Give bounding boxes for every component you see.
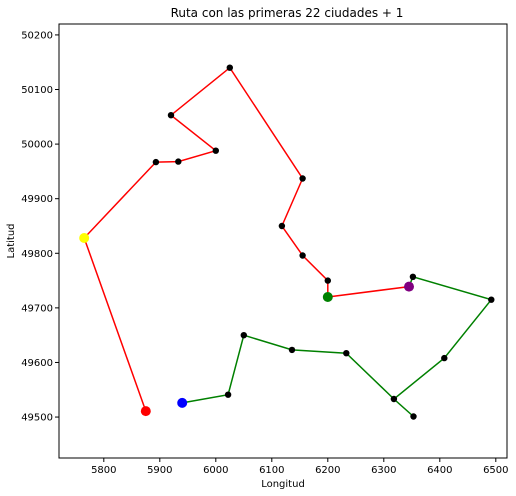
city-point-2 [324,277,331,284]
x-tick-label: 6400 [427,465,452,476]
x-tick-label: 5800 [91,465,116,476]
x-tick-label: 6100 [259,465,284,476]
highlight-point-5 [404,281,414,292]
city-point-19 [409,273,417,280]
axis-ticks: 5800 5900 6000 6100 6200 6300 6400 6500 49500 496… [21,30,508,476]
route-line-1 [83,66,410,412]
city-point-11 [224,391,232,398]
x-tick-label: 6200 [315,465,340,476]
city-point-4 [278,222,286,230]
y-tick-label: 49900 [21,194,53,205]
axes-frame [58,23,508,459]
plot-area [79,64,495,420]
x-tick-label: 6000 [203,465,228,476]
city-point-17 [441,354,448,362]
chart-title: Ruta con las primeras 22 ciudades + 1 [171,6,404,20]
city-point-13 [288,346,296,354]
route-line-2 [182,275,493,418]
city-point-8 [212,147,219,154]
y-tick-label: 49700 [21,303,53,314]
city-point-14 [343,350,350,357]
y-tick-label: 50200 [21,30,53,41]
city-point-18 [488,296,495,303]
y-tick-label: 49600 [21,358,53,369]
highlight-point-2 [140,406,151,417]
city-point-16 [410,413,417,420]
highlight-point-1 [79,233,90,243]
x-tick-label: 5900 [147,465,172,476]
y-tick-label: 49800 [21,249,53,260]
city-point-6 [226,64,233,71]
city-point-7 [167,112,175,119]
highlight-point-3 [177,397,188,408]
city-point-3 [299,252,306,259]
city-point-9 [175,158,182,165]
city-point-10 [152,158,160,166]
x-tick-label: 6300 [371,465,396,476]
y-tick-label: 50000 [21,140,53,151]
city-point-15 [390,395,398,403]
y-tick-label: 49500 [21,413,53,424]
highlight-point-4 [322,292,333,302]
y-tick-label: 50100 [21,85,53,96]
city-point-12 [240,332,247,339]
x-tick-label: 6500 [483,465,508,476]
city-point-5 [299,175,306,182]
y-axis-label: Latitud [6,223,17,258]
x-axis-label: Longitud [261,479,305,490]
